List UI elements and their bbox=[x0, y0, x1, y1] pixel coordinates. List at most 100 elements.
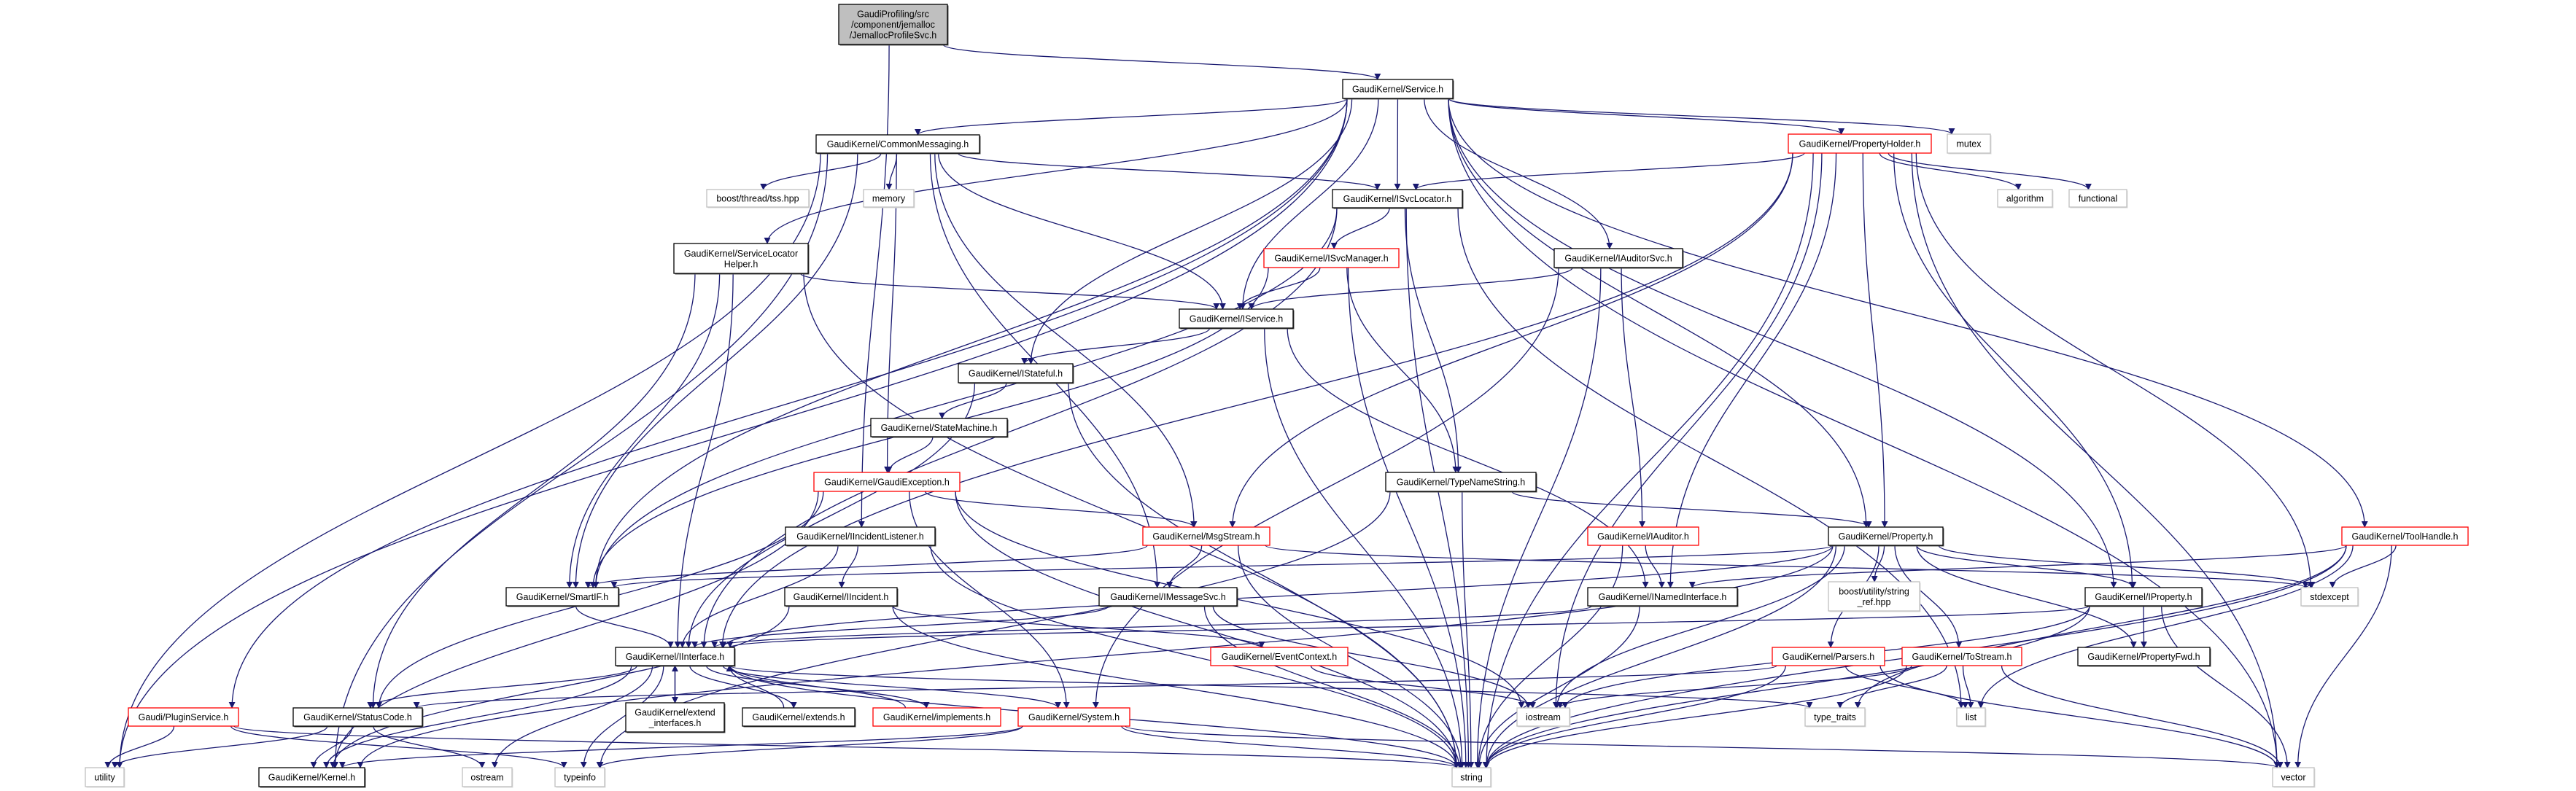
edge-gaudikernel-commonmessaging-h-to-memory bbox=[885, 152, 898, 190]
node-memory[interactable]: memory bbox=[863, 189, 915, 209]
edge-gaudikernel-implements-h-to-gaudikernel-iinterface-h bbox=[726, 665, 907, 709]
edge-gaudikernel-statuscode-h-to-utility bbox=[111, 725, 328, 768]
node-label: GaudiKernel/extend bbox=[635, 707, 715, 717]
edge-gaudikernel-service-h-to-gaudikernel-property-h bbox=[1448, 98, 1870, 528]
edge-gaudikernel-toolhandle-h-to-stdexcept bbox=[2329, 545, 2397, 588]
node-box bbox=[785, 526, 936, 546]
edge-gaudikernel-servicelocatorhelper-h-to-gaudikernel-iservice-h bbox=[799, 273, 1220, 310]
node-label: /JemallocProfileSvc.h bbox=[850, 31, 937, 41]
edge-gaudikernel-propertyholder-h-to-string bbox=[1483, 152, 1814, 768]
node-gaudikernel-propertyfwd-h[interactable]: GaudiKernel/PropertyFwd.h bbox=[2077, 647, 2211, 667]
node-functional[interactable]: functional bbox=[2068, 189, 2128, 209]
edge-gaudikernel-isvcmanager-h-to-string bbox=[1347, 267, 1470, 768]
edge-gaudiprofiling-src-component-jemalloc-jemallocprofilesvc-h-to-gaudikernel-service-h bbox=[942, 44, 1381, 80]
node-gaudikernel-commonmessaging-h[interactable]: GaudiKernel/CommonMessaging.h bbox=[815, 134, 981, 155]
edge-gaudikernel-propertyholder-h-to-algorithm bbox=[1879, 152, 2022, 190]
node-gaudikernel-system-h[interactable]: GaudiKernel/System.h bbox=[1017, 707, 1130, 727]
node-box bbox=[813, 472, 961, 492]
node-utility[interactable]: utility bbox=[85, 767, 125, 788]
node-gaudikernel-imessagesvc-h[interactable]: GaudiKernel/IMessageSvc.h bbox=[1098, 587, 1238, 607]
node-vector[interactable]: vector bbox=[2272, 767, 2316, 788]
node-gaudikernel-iauditorsvc-h[interactable]: GaudiKernel/IAuditorSvc.h bbox=[1553, 248, 1684, 269]
node-gaudikernel-statemachine-h[interactable]: GaudiKernel/StateMachine.h bbox=[870, 418, 1009, 438]
node-gaudikernel-gaudiexception-h[interactable]: GaudiKernel/GaudiException.h bbox=[813, 472, 961, 492]
node-typeinfo[interactable]: typeinfo bbox=[554, 767, 606, 788]
edge-gaudikernel-iauditor-h-to-string bbox=[1475, 545, 1623, 768]
node-gaudi-pluginservice-h[interactable]: Gaudi/PluginService.h bbox=[128, 707, 239, 727]
edge-gaudikernel-iauditor-h-to-gaudikernel-inamedinterface-h bbox=[1645, 545, 1665, 588]
node-gaudikernel-extends-h[interactable]: GaudiKernel/extends.h bbox=[742, 707, 856, 728]
node-gaudikernel-toolhandle-h[interactable]: GaudiKernel/ToolHandle.h bbox=[2341, 526, 2469, 546]
node-gaudikernel-isvclocator-h[interactable]: GaudiKernel/ISvcLocator.h bbox=[1332, 189, 1464, 209]
node-label: GaudiKernel/IInterface.h bbox=[626, 652, 725, 662]
node-gaudiprofiling-src-component-jemalloc-jemallocprofilesvc-h[interactable]: GaudiProfiling/src/component/jemalloc/Je… bbox=[838, 4, 949, 46]
node-box bbox=[1587, 526, 1699, 546]
edge-gaudikernel-property-h-to-gaudikernel-smartif-h bbox=[611, 545, 1834, 588]
node-gaudikernel-property-h[interactable]: GaudiKernel/Property.h bbox=[1828, 526, 1944, 547]
node-box bbox=[1098, 587, 1238, 607]
node-gaudikernel-iauditor-h[interactable]: GaudiKernel/IAuditor.h bbox=[1587, 526, 1699, 546]
node-label: GaudiKernel/IStateful.h bbox=[969, 369, 1063, 379]
node-label: utility bbox=[94, 773, 115, 783]
node-gaudikernel-smartif-h[interactable]: GaudiKernel/SmartIF.h bbox=[505, 587, 620, 607]
node-boost-thread-tss-hpp[interactable]: boost/thread/tss.hpp bbox=[706, 189, 810, 209]
edge-gaudikernel-msgstream-h-to-gaudikernel-smartif-h bbox=[585, 545, 1148, 588]
node-label: type_traits bbox=[1814, 712, 1856, 722]
node-gaudikernel-kernel-h[interactable]: GaudiKernel/Kernel.h bbox=[258, 767, 366, 788]
node-gaudikernel-tostream-h[interactable]: GaudiKernel/ToStream.h bbox=[1901, 647, 2022, 666]
node-gaudikernel-iinterface-h[interactable]: GaudiKernel/IInterface.h bbox=[615, 647, 736, 667]
node-ostream[interactable]: ostream bbox=[462, 767, 513, 788]
node-gaudikernel-iservice-h[interactable]: GaudiKernel/IService.h bbox=[1179, 308, 1295, 330]
node-box bbox=[128, 707, 239, 727]
node-string[interactable]: string bbox=[1451, 767, 1492, 788]
node-gaudikernel-typenamestring-h[interactable]: GaudiKernel/TypeNameString.h bbox=[1385, 472, 1537, 493]
edge-gaudi-pluginservice-h-to-utility bbox=[104, 725, 175, 768]
edge-gaudikernel-iservice-h-to-string bbox=[1264, 327, 1466, 768]
node-label: GaudiKernel/Kernel.h bbox=[268, 773, 356, 783]
edge-gaudikernel-commonmessaging-h-to-gaudikernel-msgstream-h bbox=[934, 152, 1198, 528]
node-mutex[interactable]: mutex bbox=[1947, 133, 1992, 155]
node-gaudikernel-iincident-h[interactable]: GaudiKernel/IIncident.h bbox=[784, 587, 899, 607]
node-gaudikernel-eventcontext-h[interactable]: GaudiKernel/EventContext.h bbox=[1210, 647, 1349, 666]
node-gaudikernel-extend-interfaces-h[interactable]: GaudiKernel/extend_interfaces.h bbox=[625, 702, 726, 733]
node-type-traits[interactable]: type_traits bbox=[1804, 707, 1866, 728]
node-label: boost/utility/string bbox=[1839, 586, 1909, 596]
node-gaudikernel-implements-h[interactable]: GaudiKernel/implements.h bbox=[872, 707, 1001, 727]
node-gaudikernel-parsers-h[interactable]: GaudiKernel/Parsers.h bbox=[1772, 647, 1885, 666]
node-algorithm[interactable]: algorithm bbox=[1997, 189, 2054, 209]
node-gaudikernel-iincidentlistener-h[interactable]: GaudiKernel/IIncidentListener.h bbox=[785, 526, 936, 547]
node-label: vector bbox=[2281, 773, 2305, 783]
edge-gaudikernel-property-h-to-gaudikernel-kernel-h bbox=[357, 545, 1834, 768]
node-label: GaudiKernel/StateMachine.h bbox=[881, 423, 998, 433]
edge-gaudikernel-property-h-to-gaudikernel-propertyfwd-h bbox=[1916, 545, 2137, 648]
node-gaudikernel-istateful-h[interactable]: GaudiKernel/IStateful.h bbox=[958, 363, 1074, 384]
edge-gaudikernel-isvcmanager-h-to-gaudikernel-iservice-h bbox=[1236, 267, 1321, 310]
edge-gaudikernel-toolhandle-h-to-vector bbox=[2294, 545, 2392, 768]
node-gaudikernel-isvcmanager-h[interactable]: GaudiKernel/ISvcManager.h bbox=[1263, 248, 1400, 268]
edge-gaudikernel-service-h-to-gaudikernel-iauditorsvc-h bbox=[1424, 98, 1613, 249]
edge-gaudikernel-iinterface-h-to-gaudikernel-kernel-h bbox=[322, 665, 632, 768]
node-gaudikernel-statuscode-h[interactable]: GaudiKernel/StatusCode.h bbox=[292, 707, 424, 728]
node-gaudikernel-inamedinterface-h[interactable]: GaudiKernel/INamedInterface.h bbox=[1587, 587, 1739, 607]
edge-layer bbox=[104, 44, 2397, 768]
node-gaudikernel-iproperty-h[interactable]: GaudiKernel/IProperty.h bbox=[2084, 587, 2203, 607]
edge-gaudikernel-iincidentlistener-h-to-gaudikernel-iincident-h bbox=[838, 545, 858, 588]
node-box bbox=[462, 767, 513, 787]
node-iostream[interactable]: iostream bbox=[1516, 707, 1571, 728]
edge-gaudikernel-property-h-to-gaudikernel-tostream-h bbox=[1894, 545, 1963, 648]
edge-gaudikernel-iincident-h-to-gaudikernel-eventcontext-h bbox=[892, 605, 1265, 648]
node-list[interactable]: list bbox=[1956, 707, 1987, 728]
edge-gaudikernel-msgstream-h-to-gaudikernel-imessagesvc-h bbox=[1166, 545, 1203, 588]
edge-gaudikernel-toolhandle-h-to-type-traits bbox=[1854, 545, 2347, 709]
edge-gaudi-pluginservice-h-to-string bbox=[233, 725, 1459, 768]
edge-gaudikernel-propertyholder-h-to-gaudikernel-inamedinterface-h bbox=[1667, 152, 1837, 588]
edge-gaudikernel-service-h-to-gaudikernel-smartif-h bbox=[592, 98, 1348, 588]
node-box bbox=[1017, 707, 1130, 727]
node-gaudikernel-propertyholder-h[interactable]: GaudiKernel/PropertyHolder.h bbox=[1788, 133, 1932, 154]
node-gaudikernel-msgstream-h[interactable]: GaudiKernel/MsgStream.h bbox=[1142, 526, 1270, 546]
node-stdexcept[interactable]: stdexcept bbox=[2300, 587, 2359, 607]
node-boost-utility-string-ref-hpp[interactable]: boost/utility/string_ref.hpp bbox=[1828, 581, 1921, 612]
edge-gaudikernel-service-h-to-gaudikernel-iproperty-h bbox=[1448, 98, 2117, 588]
node-gaudikernel-service-h[interactable]: GaudiKernel/Service.h bbox=[1342, 79, 1454, 100]
